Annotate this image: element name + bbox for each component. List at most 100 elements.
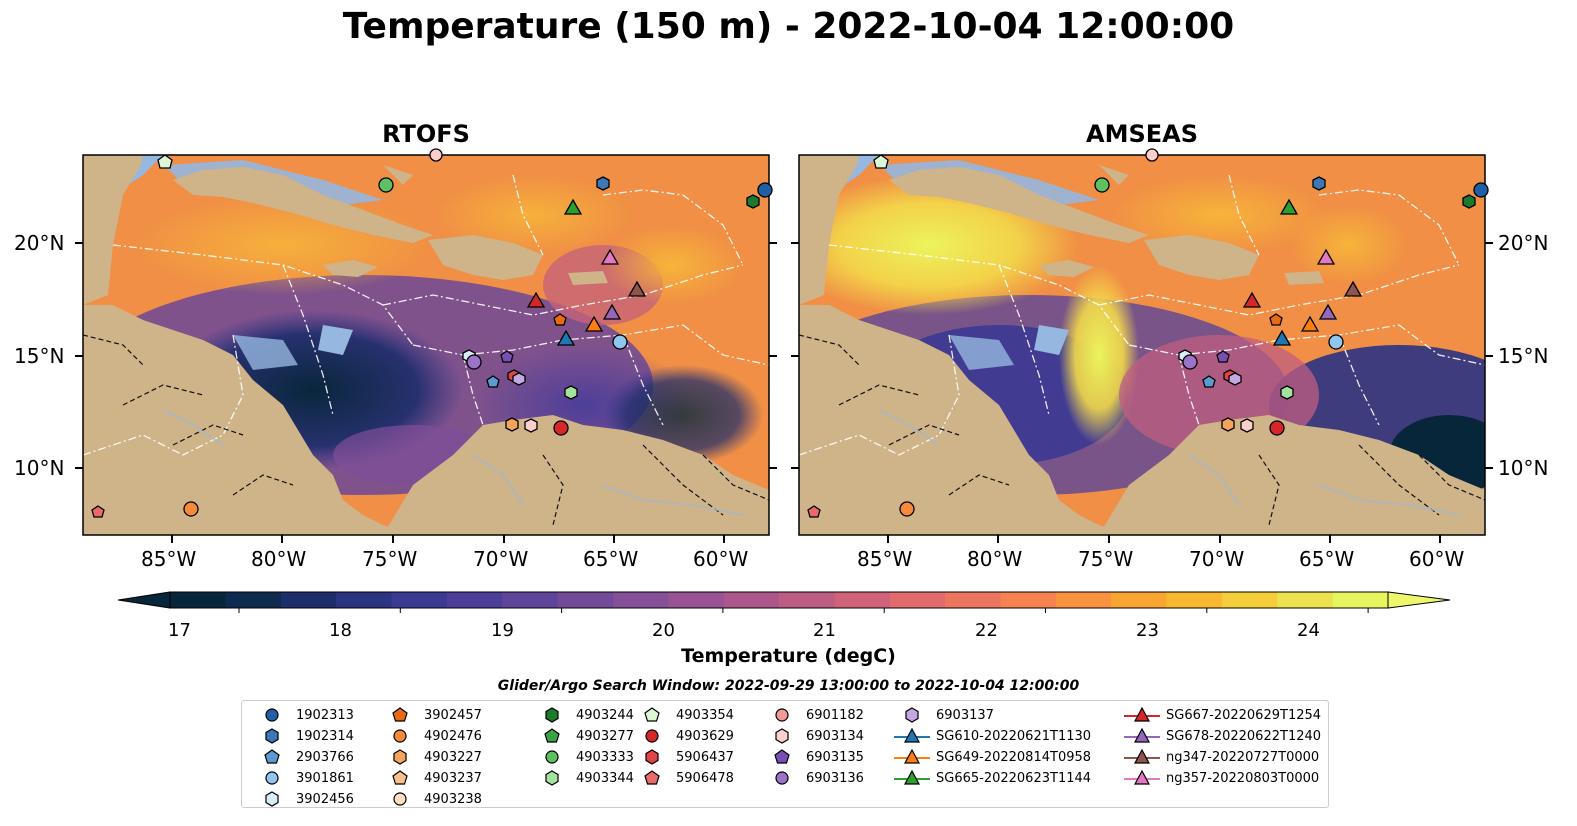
legend-label: ng347-20220727T0000 — [1166, 749, 1320, 765]
legend-marker-circle-icon — [545, 750, 559, 764]
legend-label: 4903344 — [576, 770, 634, 786]
lon-label-85w-left: 85°W — [141, 547, 197, 571]
figure-title: Temperature (150 m) - 2022-10-04 12:00:0… — [342, 6, 1235, 47]
legend-marker-hexagon-icon — [545, 707, 559, 723]
colorbar-segment — [557, 592, 614, 608]
legend-marker-circle-icon — [393, 792, 407, 806]
legend-marker-pentagon-icon — [392, 707, 408, 722]
marker-6903136 — [466, 354, 482, 370]
colorbar-segment — [1332, 592, 1389, 608]
colorbar — [117, 591, 1451, 613]
marker-6903137 — [512, 372, 526, 386]
legend-label: 3901861 — [296, 770, 354, 786]
colorbar-tick-17: 17 — [168, 620, 191, 641]
map-amseas — [799, 155, 1485, 535]
colorbar-segment — [1166, 592, 1223, 608]
panel-title-rtofs: RTOFS — [382, 120, 470, 148]
legend-marker-pentagon-icon — [264, 749, 280, 764]
legend-marker-triangle-icon — [1124, 728, 1160, 743]
legend-marker-triangle-icon — [894, 749, 930, 764]
legend-label: 6903134 — [806, 728, 864, 744]
marker-sg610 — [556, 329, 576, 346]
colorbar-tick-20: 20 — [652, 620, 675, 641]
legend-marker-circle-icon — [393, 729, 407, 743]
legend-label: 4903244 — [576, 707, 634, 723]
legend-entry: 5906437 — [632, 749, 734, 765]
legend-label: 4902476 — [424, 728, 482, 744]
marker-sg649 — [584, 315, 604, 332]
marker-1902313 — [757, 182, 773, 198]
marker-6903134 — [524, 418, 538, 433]
legend-entry: 4903237 — [380, 770, 482, 786]
colorbar-segment — [834, 592, 891, 608]
lat-label-20n-left: 20°N — [14, 231, 65, 255]
search-window-text: Glider/Argo Search Window: 2022-09-29 13… — [497, 678, 1080, 694]
legend-entry: ng357-20220803T0000 — [1122, 770, 1319, 786]
legend-entry: 4903238 — [380, 791, 482, 807]
legend-entry: 3901861 — [252, 770, 354, 786]
colorbar-tick-24: 24 — [1297, 620, 1320, 641]
colorbar-segment — [502, 592, 559, 608]
legend-label: SG649-20220814T0958 — [936, 749, 1092, 765]
legend-marker-hexagon-icon — [645, 749, 659, 765]
lon-label-80w-left: 80°W — [251, 547, 307, 571]
marker-sg678 — [602, 303, 622, 320]
legend-label: 1902313 — [296, 707, 354, 723]
legend-entry: 4903277 — [532, 728, 634, 744]
marker-3901861 — [612, 334, 628, 350]
legend-marker-circle-icon — [645, 729, 659, 743]
legend-label: 4903227 — [424, 749, 482, 765]
legend-marker-hexagon-icon — [775, 728, 789, 744]
lat-label-10n-right: 10°N — [1498, 456, 1549, 480]
legend-entry: 4903344 — [532, 770, 634, 786]
legend-label: 2903766 — [296, 749, 354, 765]
legend-label: 4903238 — [424, 791, 482, 807]
lon-label-80w-right: 80°W — [967, 547, 1023, 571]
lon-label-70w-left: 70°W — [473, 547, 529, 571]
legend-entry: SG678-20220622T1240 — [1122, 728, 1321, 744]
legend-label: 6903135 — [806, 749, 864, 765]
legend-marker-pentagon-icon — [544, 728, 560, 743]
marker-sg665 — [563, 198, 583, 215]
legend-label: SG667-20220629T1254 — [1166, 707, 1322, 723]
markers-rtofs — [91, 148, 773, 518]
map-rtofs — [83, 155, 769, 535]
marker-5906478 — [91, 505, 105, 518]
colorbar-segment — [446, 592, 503, 608]
legend-label: 4903354 — [676, 707, 734, 723]
marker-4903344 — [564, 385, 578, 400]
legend-label: 6901182 — [806, 707, 864, 723]
marker-3902457 — [553, 313, 567, 326]
lon-label-75w-right: 75°W — [1078, 547, 1134, 571]
legend-label: SG610-20220621T1130 — [936, 728, 1092, 744]
lon-label-60w-left: 60°W — [693, 547, 749, 571]
legend-entry: 4902476 — [380, 728, 482, 744]
legend-label: SG678-20220622T1240 — [1166, 728, 1322, 744]
colorbar-segment — [889, 592, 946, 608]
colorbar-segment — [668, 592, 725, 608]
lat-label-20n-right: 20°N — [1498, 231, 1549, 255]
legend-entry: 3902456 — [252, 791, 354, 807]
colorbar-segment — [779, 592, 835, 608]
legend-marker-triangle-icon — [1124, 770, 1160, 785]
legend-entry: 6901182 — [762, 707, 864, 723]
legend-entry: 4903629 — [632, 728, 734, 744]
colorbar-segment — [280, 592, 337, 608]
colorbar-extend-high — [1387, 591, 1451, 609]
legend-marker-hexagon-icon — [393, 749, 407, 765]
legend-entry: SG667-20220629T1254 — [1122, 707, 1321, 723]
legend-entry: 6903135 — [762, 749, 864, 765]
legend-entry: 6903137 — [892, 707, 994, 723]
legend-label: 3902456 — [296, 791, 354, 807]
legend-marker-pentagon-icon — [644, 770, 660, 785]
legend-marker-hexagon-icon — [265, 791, 279, 807]
legend-entry: 4903333 — [532, 749, 634, 765]
lon-label-70w-right: 70°W — [1189, 547, 1245, 571]
colorbar-label: Temperature (degC) — [681, 645, 896, 667]
legend-marker-triangle-icon — [1124, 707, 1160, 722]
legend-label: 6903136 — [806, 770, 864, 786]
colorbar-segment — [945, 592, 1001, 608]
colorbar-border — [169, 591, 1389, 609]
colorbar-tick-19: 19 — [491, 620, 514, 641]
legend: 1902313 1902314 2903766 3901861 3902456 39024… — [241, 700, 1329, 808]
